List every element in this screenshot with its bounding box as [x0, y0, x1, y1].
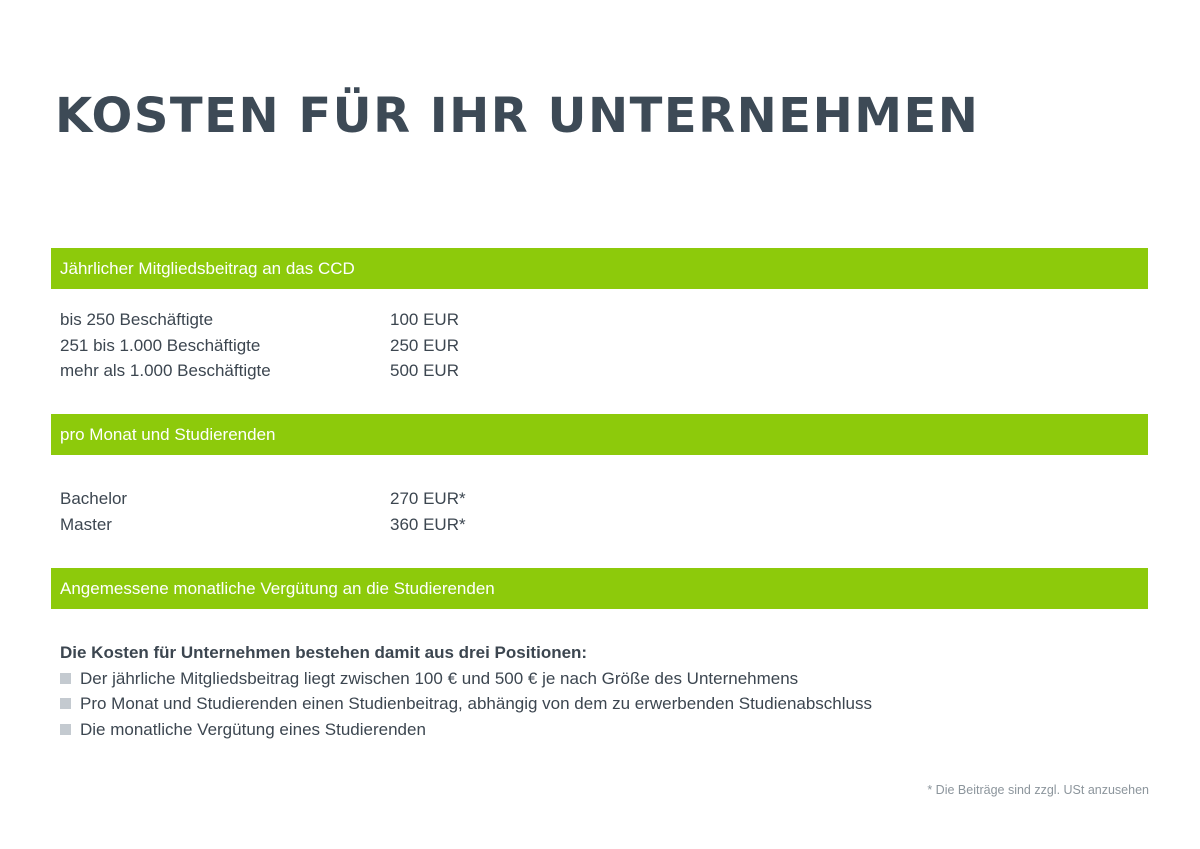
fee-row-label: Master [60, 514, 112, 534]
section-header-monthly-fee: pro Monat und Studierenden [51, 414, 1148, 455]
page-title: KOSTEN FÜR IHR UNTERNEHMEN [55, 88, 980, 144]
fee-row-value: 500 EUR [390, 361, 459, 380]
fee-row-label: bis 250 Beschäftigte [60, 310, 214, 329]
fee-row-label: mehr als 1.000 Beschäftigte [60, 361, 271, 380]
fee-row-value: 270 EUR* [390, 489, 466, 508]
list-item-text: Pro Monat und Studierenden einen Studien… [80, 694, 872, 713]
vat-footnote: * Die Beiträge sind zzgl. USt anzusehen [927, 783, 1149, 797]
annual-fee-list: bis 250 Beschäftigte 100 EUR 251 bis 1.0… [60, 307, 660, 384]
square-bullet-icon [60, 723, 71, 735]
fee-row: 251 bis 1.000 Beschäftigte 250 EUR [60, 333, 660, 359]
fee-row-value: 360 EUR* [390, 514, 466, 534]
list-item-text: Der jährliche Mitgliedsbeitrag liegt zwi… [80, 668, 799, 688]
list-item: Die monatliche Vergütung eines Studieren… [60, 717, 1060, 743]
fee-row-value: 100 EUR [390, 310, 459, 329]
square-bullet-icon [60, 698, 71, 709]
fee-row: bis 250 Beschäftigte 100 EUR [60, 307, 660, 333]
list-item: Der jährliche Mitgliedsbeitrag liegt zwi… [60, 666, 1060, 692]
list-item-text: Die monatliche Vergütung eines Studieren… [80, 719, 426, 739]
fee-row-label: 251 bis 1.000 Beschäftigte [60, 335, 261, 355]
list-item: Pro Monat und Studierenden einen Studien… [60, 691, 1060, 717]
square-bullet-icon [60, 672, 71, 684]
fee-row-value: 250 EUR [390, 335, 459, 355]
fee-row: Master 360 EUR* [60, 512, 660, 538]
fee-row: Bachelor 270 EUR* [60, 486, 660, 512]
section-header-compensation: Angemessene monatliche Vergütung an die … [51, 568, 1148, 609]
fee-row: mehr als 1.000 Beschäftigte 500 EUR [60, 358, 660, 384]
fee-row-label: Bachelor [60, 489, 128, 508]
summary-intro: Die Kosten für Unternehmen bestehen dami… [60, 643, 588, 662]
cost-summary: Die Kosten für Unternehmen bestehen dami… [60, 640, 1060, 742]
section-header-annual-fee: Jährlicher Mitgliedsbeitrag an das CCD [51, 248, 1148, 289]
monthly-fee-list: Bachelor 270 EUR* Master 360 EUR* [60, 486, 660, 537]
